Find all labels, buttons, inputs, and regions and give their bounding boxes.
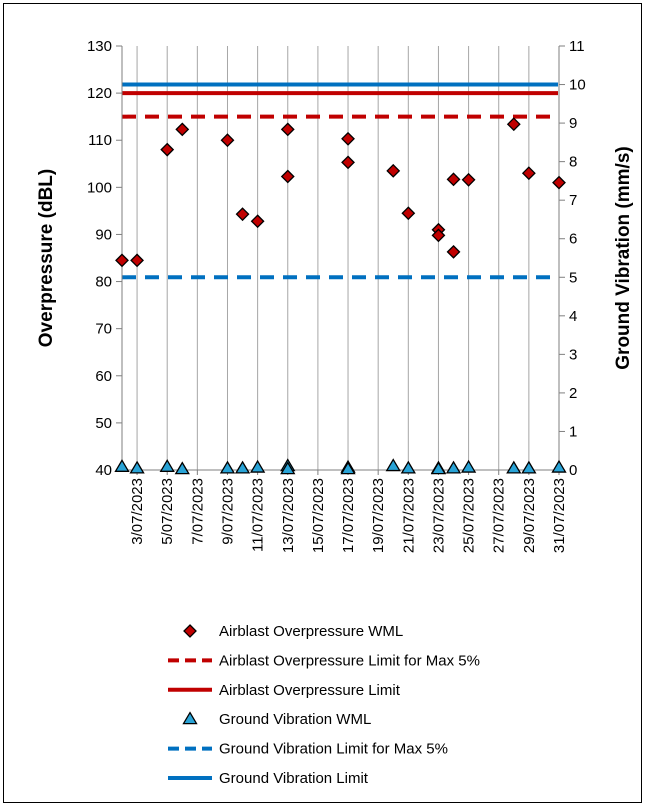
vibration-point: [385, 458, 401, 472]
gridlines: [136, 46, 560, 470]
vibration-point: [460, 459, 477, 473]
vibration-point: [129, 460, 145, 474]
x-tick-label: 27/07/2023: [491, 478, 508, 553]
legend-marker: [183, 624, 197, 638]
x-tick-label: 5/07/2023: [159, 478, 176, 545]
vibration-point: [159, 459, 175, 472]
x-tick-label: 23/07/2023: [430, 478, 447, 553]
left-tick-label: 70: [95, 321, 112, 338]
right-axis-title: Ground Vibration (mm/s): [613, 146, 634, 369]
vibration-point: [249, 459, 266, 473]
legend-label: Airblast Overpressure Limit for Max 5%: [219, 652, 480, 669]
tick-labels: 40 50 60 70 80 90 100 110 120 130 0 1 2 3 4 5 6 7 8 9 10 11 3/…: [87, 38, 586, 553]
vibration-point: [400, 460, 416, 474]
vibration-point: [174, 461, 190, 475]
airblast-point: [446, 244, 461, 259]
left-tick-label: 50: [95, 415, 112, 432]
legend-label: Airblast Overpressure Limit: [219, 682, 401, 699]
airblast-point: [280, 122, 295, 137]
legend-label: Airblast Overpressure WML: [219, 623, 403, 640]
right-tick-label: 3: [569, 346, 577, 363]
airblast-point: [175, 122, 190, 137]
x-tick-label: 11/07/2023: [250, 478, 267, 552]
reference-lines: [122, 82, 558, 280]
legend-label: Ground Vibration Limit for Max 5%: [219, 741, 448, 758]
right-tick-label: 11: [569, 38, 585, 55]
left-axis-title: Overpressure (dBL): [36, 169, 57, 347]
legend: Airblast Overpressure WML Airblast Overpr…: [168, 623, 480, 787]
airblast-point: [506, 117, 521, 132]
x-tick-label: 25/07/2023: [461, 478, 478, 553]
left-tick-label: 60: [95, 368, 112, 385]
right-tick-label: 4: [569, 308, 577, 325]
right-tick-label: 7: [569, 192, 577, 209]
x-tick-label: 19/07/2023: [370, 478, 387, 553]
left-tick-label: 40: [95, 462, 112, 479]
vibration-point: [114, 459, 130, 472]
data-points: [114, 117, 567, 475]
left-tick-label: 110: [88, 132, 112, 149]
airblast-point: [521, 166, 536, 181]
right-tick-label: 5: [569, 269, 577, 286]
vibration-point: [340, 461, 356, 475]
x-tick-label: 7/07/2023: [189, 478, 206, 545]
left-tick-label: 90: [95, 226, 112, 243]
airblast-point: [386, 163, 401, 178]
airblast-point: [552, 175, 566, 190]
x-tick-label: 15/07/2023: [310, 478, 327, 553]
airblast-point: [446, 172, 461, 187]
vibration-point: [430, 461, 447, 475]
right-tick-label: 8: [569, 154, 577, 171]
left-tick-label: 80: [95, 274, 112, 291]
right-tick-label: 10: [569, 77, 586, 94]
x-tick-label: 31/07/2023: [551, 478, 568, 553]
vibration-point: [219, 460, 236, 474]
airblast-point: [160, 142, 175, 157]
vibration-point: [551, 459, 567, 473]
airblast-point: [235, 207, 250, 222]
vibration-point: [506, 460, 522, 474]
airblast-point: [431, 228, 446, 243]
left-tick-label: 100: [87, 179, 112, 196]
airblast-point: [280, 169, 295, 184]
airblast-point: [250, 214, 265, 229]
right-tick-label: 0: [569, 462, 577, 479]
x-tick-label: 13/07/2023: [280, 478, 297, 553]
x-tick-label: 3/07/2023: [129, 478, 146, 545]
vibration-point: [280, 461, 296, 475]
right-tick-label: 6: [569, 231, 577, 248]
x-tick-label: 17/07/2023: [340, 478, 357, 553]
airblast-point: [341, 131, 355, 146]
x-tick-label: 21/07/2023: [400, 478, 417, 553]
right-tick-label: 2: [569, 385, 577, 402]
vibration-point: [234, 460, 251, 474]
airblast-point: [220, 133, 235, 148]
airblast-point: [130, 253, 144, 268]
left-tick-label: 120: [87, 85, 112, 102]
airblast-point: [401, 206, 416, 221]
right-tick-label: 1: [569, 423, 577, 440]
axes: [116, 45, 565, 475]
x-tick-label: 29/07/2023: [521, 478, 538, 553]
x-tick-label: 9/07/2023: [219, 478, 236, 545]
vibration-point: [445, 460, 462, 474]
airblast-point: [115, 253, 129, 268]
legend-label: Ground Vibration WML: [219, 711, 371, 728]
legend-label: Ground Vibration Limit: [219, 770, 369, 787]
vibration-point: [521, 460, 537, 474]
left-tick-label: 130: [87, 38, 112, 55]
airblast-point: [341, 155, 355, 170]
legend-marker: [182, 711, 198, 725]
right-tick-label: 9: [569, 115, 577, 132]
airblast-point: [461, 172, 476, 187]
